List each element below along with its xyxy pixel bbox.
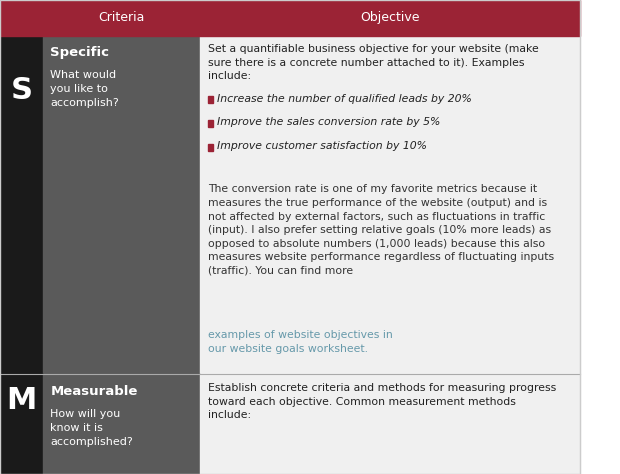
Bar [0,374,43,474]
Bar [208,144,213,151]
Text: Establish concrete criteria and methods for measuring progress
toward each objec: Establish concrete criteria and methods … [208,383,556,420]
Bar [0,36,43,374]
Text: examples of website objectives in
our website goals worksheet.: examples of website objectives in our we… [208,330,393,354]
Bar [0,0,580,36]
Bar [208,96,213,103]
Text: Objective: Objective [360,11,420,24]
Text: S: S [11,76,33,105]
Text: What would
you like to
accomplish?: What would you like to accomplish? [50,70,119,108]
Bar [208,120,213,127]
Text: The conversion rate is one of my favorite metrics because it
measures the true p: The conversion rate is one of my favorit… [208,184,554,276]
Bar [200,36,580,374]
Text: M: M [7,386,37,415]
Text: How will you
know it is
accomplished?: How will you know it is accomplished? [50,409,133,447]
Bar [200,374,580,474]
Text: Criteria: Criteria [99,11,145,24]
Text: Set a quantifiable business objective for your website (make
sure there is a con: Set a quantifiable business objective fo… [208,44,539,81]
Text: Increase the number of qualified leads by 20%: Increase the number of qualified leads b… [217,93,472,104]
Bar [43,374,200,474]
Bar [43,36,200,374]
Text: Improve the sales conversion rate by 5%: Improve the sales conversion rate by 5% [217,117,440,128]
Text: Measurable: Measurable [50,385,138,398]
Text: Improve customer satisfaction by 10%: Improve customer satisfaction by 10% [217,141,427,151]
Text: Specific: Specific [50,46,110,59]
